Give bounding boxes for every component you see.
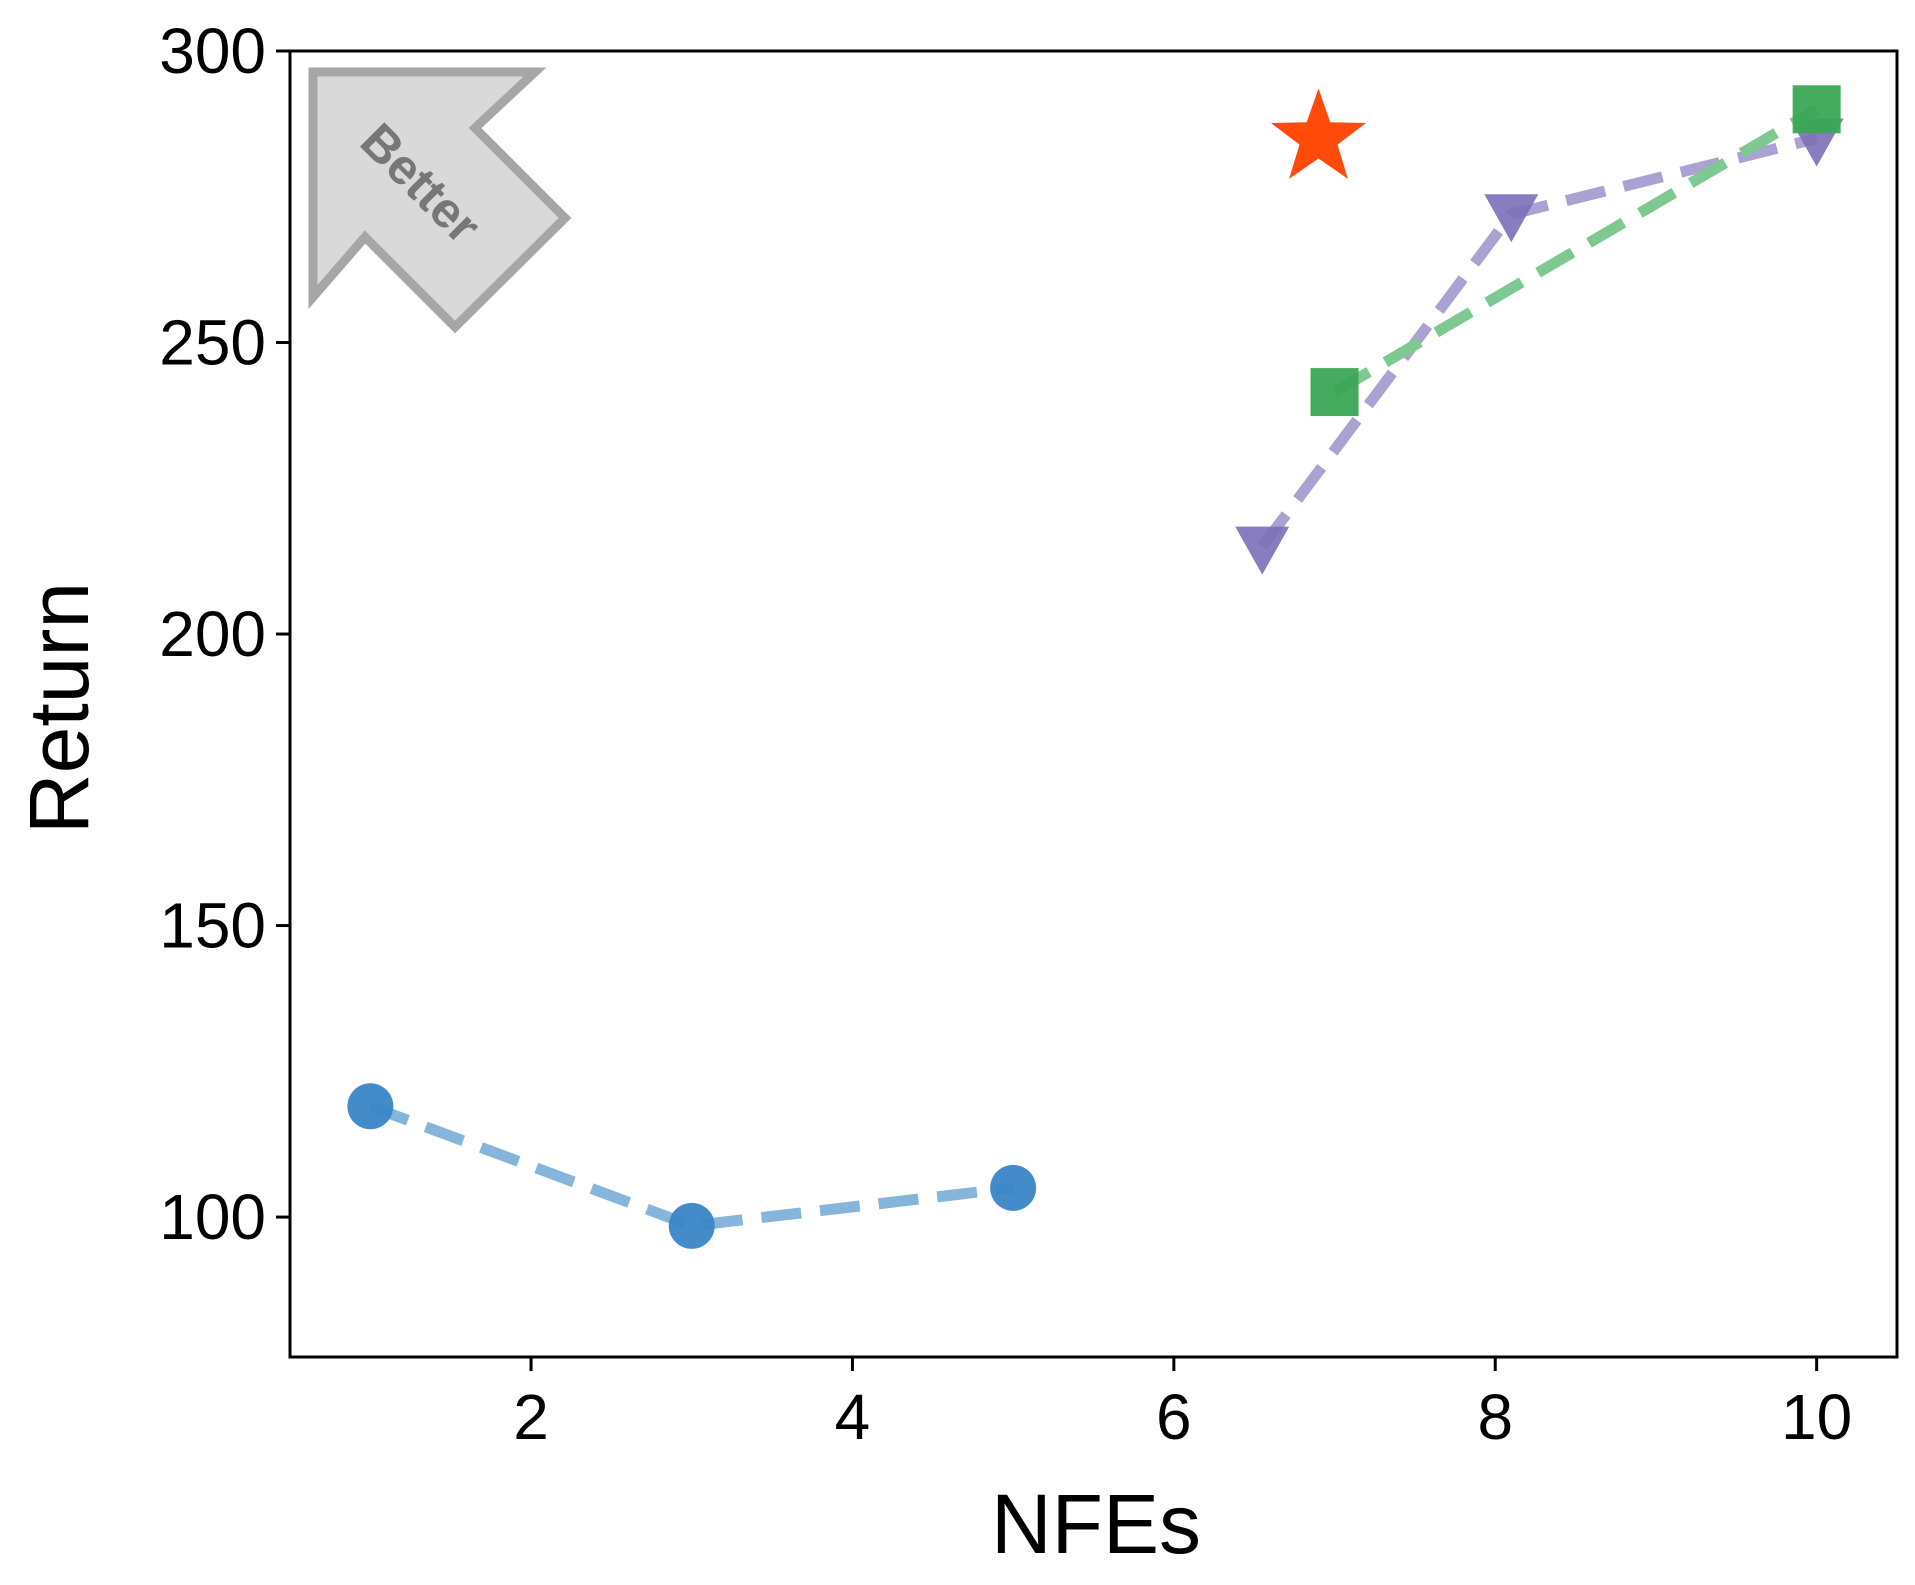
data-point-circle — [347, 1083, 394, 1130]
series-square — [1310, 85, 1841, 417]
x-tick-label: 8 — [1477, 1381, 1513, 1453]
data-point-square — [1310, 368, 1359, 417]
data-point-circle — [990, 1164, 1037, 1211]
data-point-star — [1270, 88, 1366, 179]
series-layer — [347, 85, 1844, 1249]
y-tick-label: 200 — [159, 598, 266, 670]
series-line-square — [1331, 104, 1820, 397]
better-badge: Better — [308, 67, 572, 334]
plot-frame — [288, 49, 1899, 1359]
y-tick-label: 100 — [159, 1181, 266, 1253]
y-tick-label: 250 — [159, 307, 266, 379]
x-tick-label: 2 — [513, 1381, 549, 1453]
y-axis-title: Return — [12, 582, 106, 834]
y-tick-label: 300 — [159, 15, 266, 87]
data-point-square — [1792, 85, 1841, 134]
series-line-circle — [368, 1101, 1014, 1232]
data-point-triangle-down — [1235, 526, 1290, 575]
x-tick-label: 6 — [1156, 1381, 1192, 1453]
series-circle — [347, 1083, 1037, 1249]
y-tick-label: 150 — [159, 890, 266, 962]
data-point-triangle-down — [1484, 194, 1539, 243]
series-star — [1270, 88, 1366, 179]
axes: 2 4 6 8 10 100 150 200 250 300 — [159, 15, 1899, 1453]
better-arrow-icon — [308, 67, 572, 334]
data-point-circle — [668, 1202, 715, 1249]
series-line-triangle-down — [1257, 133, 1818, 550]
x-axis-title: NFEs — [991, 1477, 1201, 1571]
x-tick-label: 10 — [1781, 1381, 1852, 1453]
x-tick-label: 4 — [835, 1381, 871, 1453]
series-triangle-down — [1235, 118, 1844, 575]
